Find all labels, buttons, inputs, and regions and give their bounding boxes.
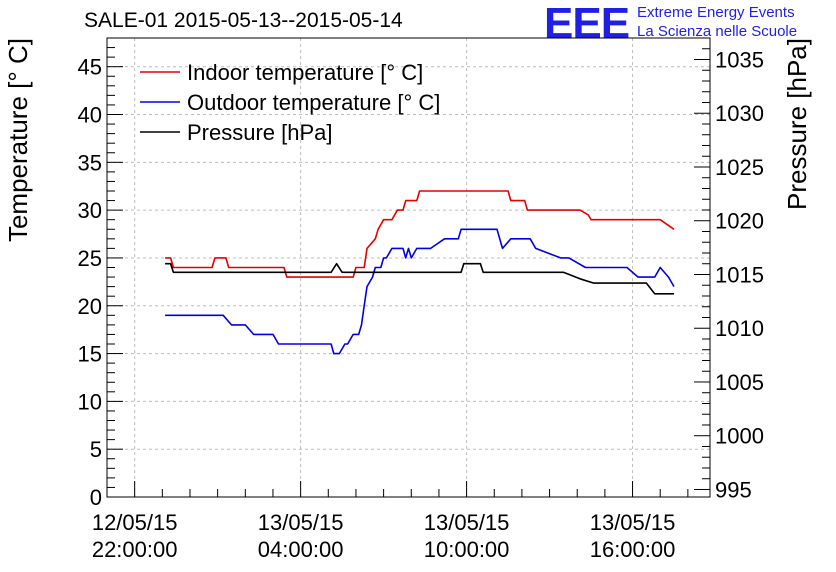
y2-tick-label: 1005: [715, 370, 764, 395]
y-tick-label: 20: [78, 294, 102, 319]
y-tick-label: 40: [78, 103, 102, 128]
legend: Indoor temperature [° C] Outdoor temperat…: [140, 60, 440, 145]
x-tick-label-time: 16:00:00: [590, 537, 676, 562]
y-tick-label: 0: [90, 485, 102, 510]
legend-label: Pressure [hPa]: [187, 120, 333, 145]
grid: [107, 38, 710, 497]
y-tick-label: 35: [78, 150, 102, 175]
series-line-3: [165, 262, 674, 295]
y-tick-label: 10: [78, 389, 102, 414]
x-tick-label-date: 13/05/15: [258, 510, 344, 535]
logo-subtitle-line1: Extreme Energy Events: [637, 4, 795, 21]
y-tick-label: 45: [78, 55, 102, 80]
logo-subtitle-line2: La Scienza nelle Scuole: [637, 23, 798, 40]
axes: 0510152025303540459951000100510101015102…: [78, 47, 764, 562]
y-tick-label: 5: [90, 437, 102, 462]
series-layer: [165, 190, 675, 355]
y2-tick-label: 1025: [715, 155, 764, 180]
x-tick-label-date: 13/05/15: [424, 510, 510, 535]
y-axis-label: Temperature [° C]: [3, 38, 33, 242]
x-tick-label-time: 22:00:00: [92, 537, 178, 562]
y-tick-label: 15: [78, 342, 102, 367]
chart-title: SALE-01 2015-05-13--2015-05-14: [84, 9, 403, 32]
y2-tick-label: 1035: [715, 47, 764, 72]
y2-tick-label: 1030: [715, 101, 764, 126]
y-tick-label: 30: [78, 198, 102, 223]
y2-tick-label: 995: [715, 477, 752, 502]
x-tick-label-time: 10:00:00: [424, 537, 510, 562]
x-tick-label-time: 04:00:00: [258, 537, 344, 562]
legend-label: Indoor temperature [° C]: [187, 60, 423, 85]
y-tick-label: 25: [78, 246, 102, 271]
series-line-2: [165, 228, 675, 355]
series-line-1: [165, 190, 675, 278]
y2-tick-label: 1000: [715, 424, 764, 449]
x-tick-label-date: 12/05/15: [92, 510, 178, 535]
x-tick-label-date: 13/05/15: [590, 510, 676, 535]
y2-axis-label: Pressure [hPa]: [782, 38, 812, 210]
y2-tick-label: 1010: [715, 316, 764, 341]
y2-tick-label: 1015: [715, 262, 764, 287]
legend-label: Outdoor temperature [° C]: [187, 90, 440, 115]
y2-tick-label: 1020: [715, 209, 764, 234]
